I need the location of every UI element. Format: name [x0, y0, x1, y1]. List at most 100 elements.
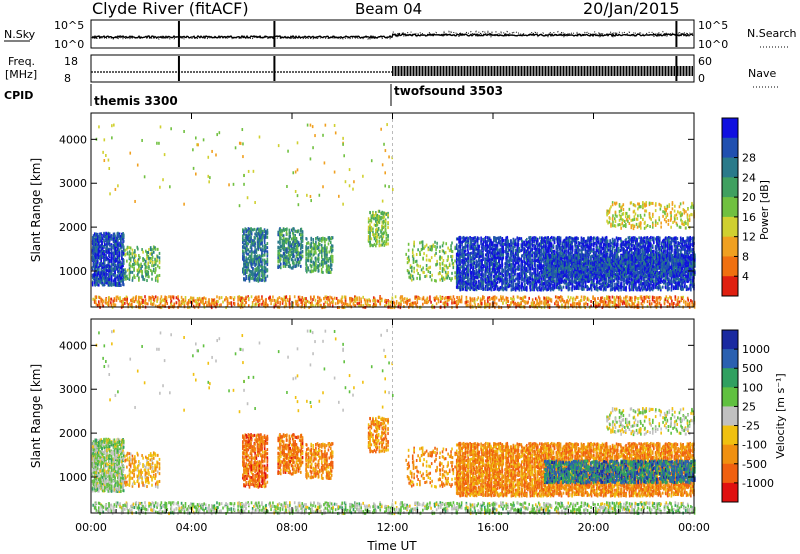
power-cell: [264, 266, 267, 270]
power-cell: [455, 253, 458, 257]
power-cell: [264, 230, 267, 234]
power-cell: [324, 256, 326, 260]
power-cell: [409, 273, 412, 277]
power-cell: [531, 272, 534, 276]
power-cell: [464, 272, 467, 276]
power-cell: [490, 247, 493, 251]
power-cell: [514, 255, 517, 259]
power-cell: [488, 270, 491, 274]
power-cell: [105, 255, 107, 259]
power-cell: [412, 277, 415, 281]
power-cell: [290, 244, 293, 248]
power-cell: [279, 249, 282, 253]
power-cell: [439, 278, 441, 282]
power-cell: [412, 254, 415, 258]
power-cell: [470, 256, 473, 260]
power-cell: [256, 254, 259, 258]
power-cell: [501, 277, 504, 281]
power-cell: [252, 250, 254, 254]
power-cell: [535, 281, 538, 285]
power-cell: [330, 267, 333, 271]
power-cell: [108, 239, 111, 243]
power-cell: [486, 283, 488, 287]
power-cell: [529, 261, 532, 265]
power-cell: [442, 276, 445, 280]
freq-tick-bottom: 8: [64, 72, 71, 85]
power-cell: [482, 279, 485, 283]
power-cell: [112, 259, 115, 263]
power-cell: [441, 244, 444, 248]
power-cell: [293, 227, 295, 231]
power-cell: [252, 272, 254, 276]
power-cell: [317, 253, 320, 257]
power-cell: [441, 249, 444, 253]
power-cell: [451, 277, 453, 281]
power-cell: [322, 246, 324, 250]
power-cell: [147, 270, 150, 274]
power-cell: [535, 237, 538, 241]
power-cell: [536, 243, 539, 247]
power-cell: [510, 259, 513, 263]
power-cell: [125, 270, 127, 274]
power-cell: [488, 258, 491, 262]
power-cell: [529, 282, 532, 286]
power-cell: [121, 242, 123, 246]
power-cell: [105, 234, 107, 238]
power-cell: [149, 268, 152, 272]
power-cell: [330, 254, 333, 258]
power-cell: [525, 272, 527, 276]
power-cell: [117, 238, 119, 242]
power-cell: [459, 257, 461, 261]
power-cell: [510, 275, 512, 279]
power-cell: [525, 237, 528, 241]
power-cell: [266, 254, 269, 258]
power-cell: [112, 237, 115, 241]
power-cell: [106, 232, 108, 236]
power-cell: [98, 244, 100, 248]
power-cell: [263, 238, 266, 242]
power-cell: [154, 271, 156, 275]
power-cell: [372, 214, 374, 218]
power-cell: [98, 241, 100, 245]
power-cell: [264, 246, 267, 250]
power-cell: [520, 257, 523, 261]
power-cell: [421, 244, 424, 248]
power-cell: [316, 247, 319, 251]
power-cell: [110, 257, 113, 261]
power-cell: [442, 267, 445, 271]
power-cell: [244, 265, 247, 269]
power-cell: [539, 288, 541, 292]
power-cell: [288, 264, 291, 268]
power-cell: [521, 265, 524, 269]
power-cell: [441, 256, 443, 260]
power-cell: [458, 249, 460, 253]
power-cell: [106, 250, 108, 254]
power-cell: [458, 253, 460, 257]
power-cell: [436, 262, 438, 266]
power-cell: [487, 245, 490, 249]
power-cell: [482, 253, 485, 257]
power-cell: [114, 269, 116, 273]
power-cell: [514, 245, 516, 249]
power-cell: [245, 274, 247, 278]
power-cell: [521, 278, 524, 282]
power-cell: [492, 268, 494, 272]
power-cell: [120, 279, 122, 283]
power-cell: [98, 268, 100, 272]
power-cell: [469, 279, 472, 283]
power-cell: [529, 266, 532, 270]
power-cell: [290, 258, 293, 262]
power-cell: [502, 288, 505, 292]
power-cell: [467, 276, 469, 280]
power-cell: [493, 275, 495, 279]
power-cell: [290, 237, 293, 241]
power-cell: [154, 260, 157, 264]
power-cell: [96, 263, 99, 267]
power-cell: [424, 245, 426, 249]
power-cell: [524, 269, 526, 273]
power-cell: [490, 280, 493, 284]
power-cell: [307, 268, 310, 272]
power-cell: [106, 272, 108, 276]
power-cell: [473, 276, 476, 280]
power-cell: [376, 213, 379, 217]
